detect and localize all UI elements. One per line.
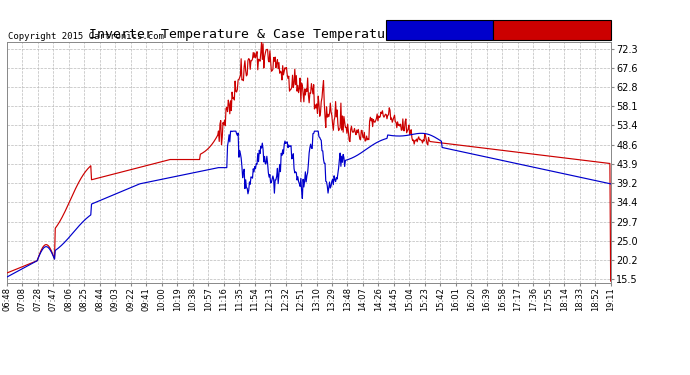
Title: Inverter Temperature & Case Temperature Fri Apr 3 19:16: Inverter Temperature & Case Temperature …	[89, 28, 529, 41]
Text: Case  (°C): Case (°C)	[392, 25, 451, 35]
Text: Copyright 2015 Cartronics.com: Copyright 2015 Cartronics.com	[8, 32, 164, 41]
Text: Inver ter  (°C): Inver ter (°C)	[499, 25, 587, 35]
